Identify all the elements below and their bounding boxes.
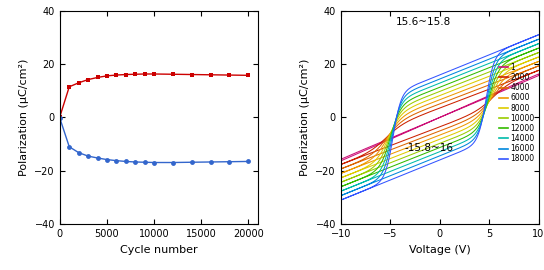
Text: 15.6~15.8: 15.6~15.8 [396,17,452,27]
X-axis label: Voltage (V): Voltage (V) [409,245,471,255]
Text: -15.8~16: -15.8~16 [404,143,453,153]
X-axis label: Cycle number: Cycle number [120,245,197,255]
Y-axis label: Polarization (μC/cm²): Polarization (μC/cm²) [300,59,310,176]
Legend: 1, 2000, 4000, 6000, 8000, 10000, 12000, 14000, 16000, 18000: 1, 2000, 4000, 6000, 8000, 10000, 12000,… [499,63,535,163]
Y-axis label: Polarization (μC/cm²): Polarization (μC/cm²) [19,59,29,176]
